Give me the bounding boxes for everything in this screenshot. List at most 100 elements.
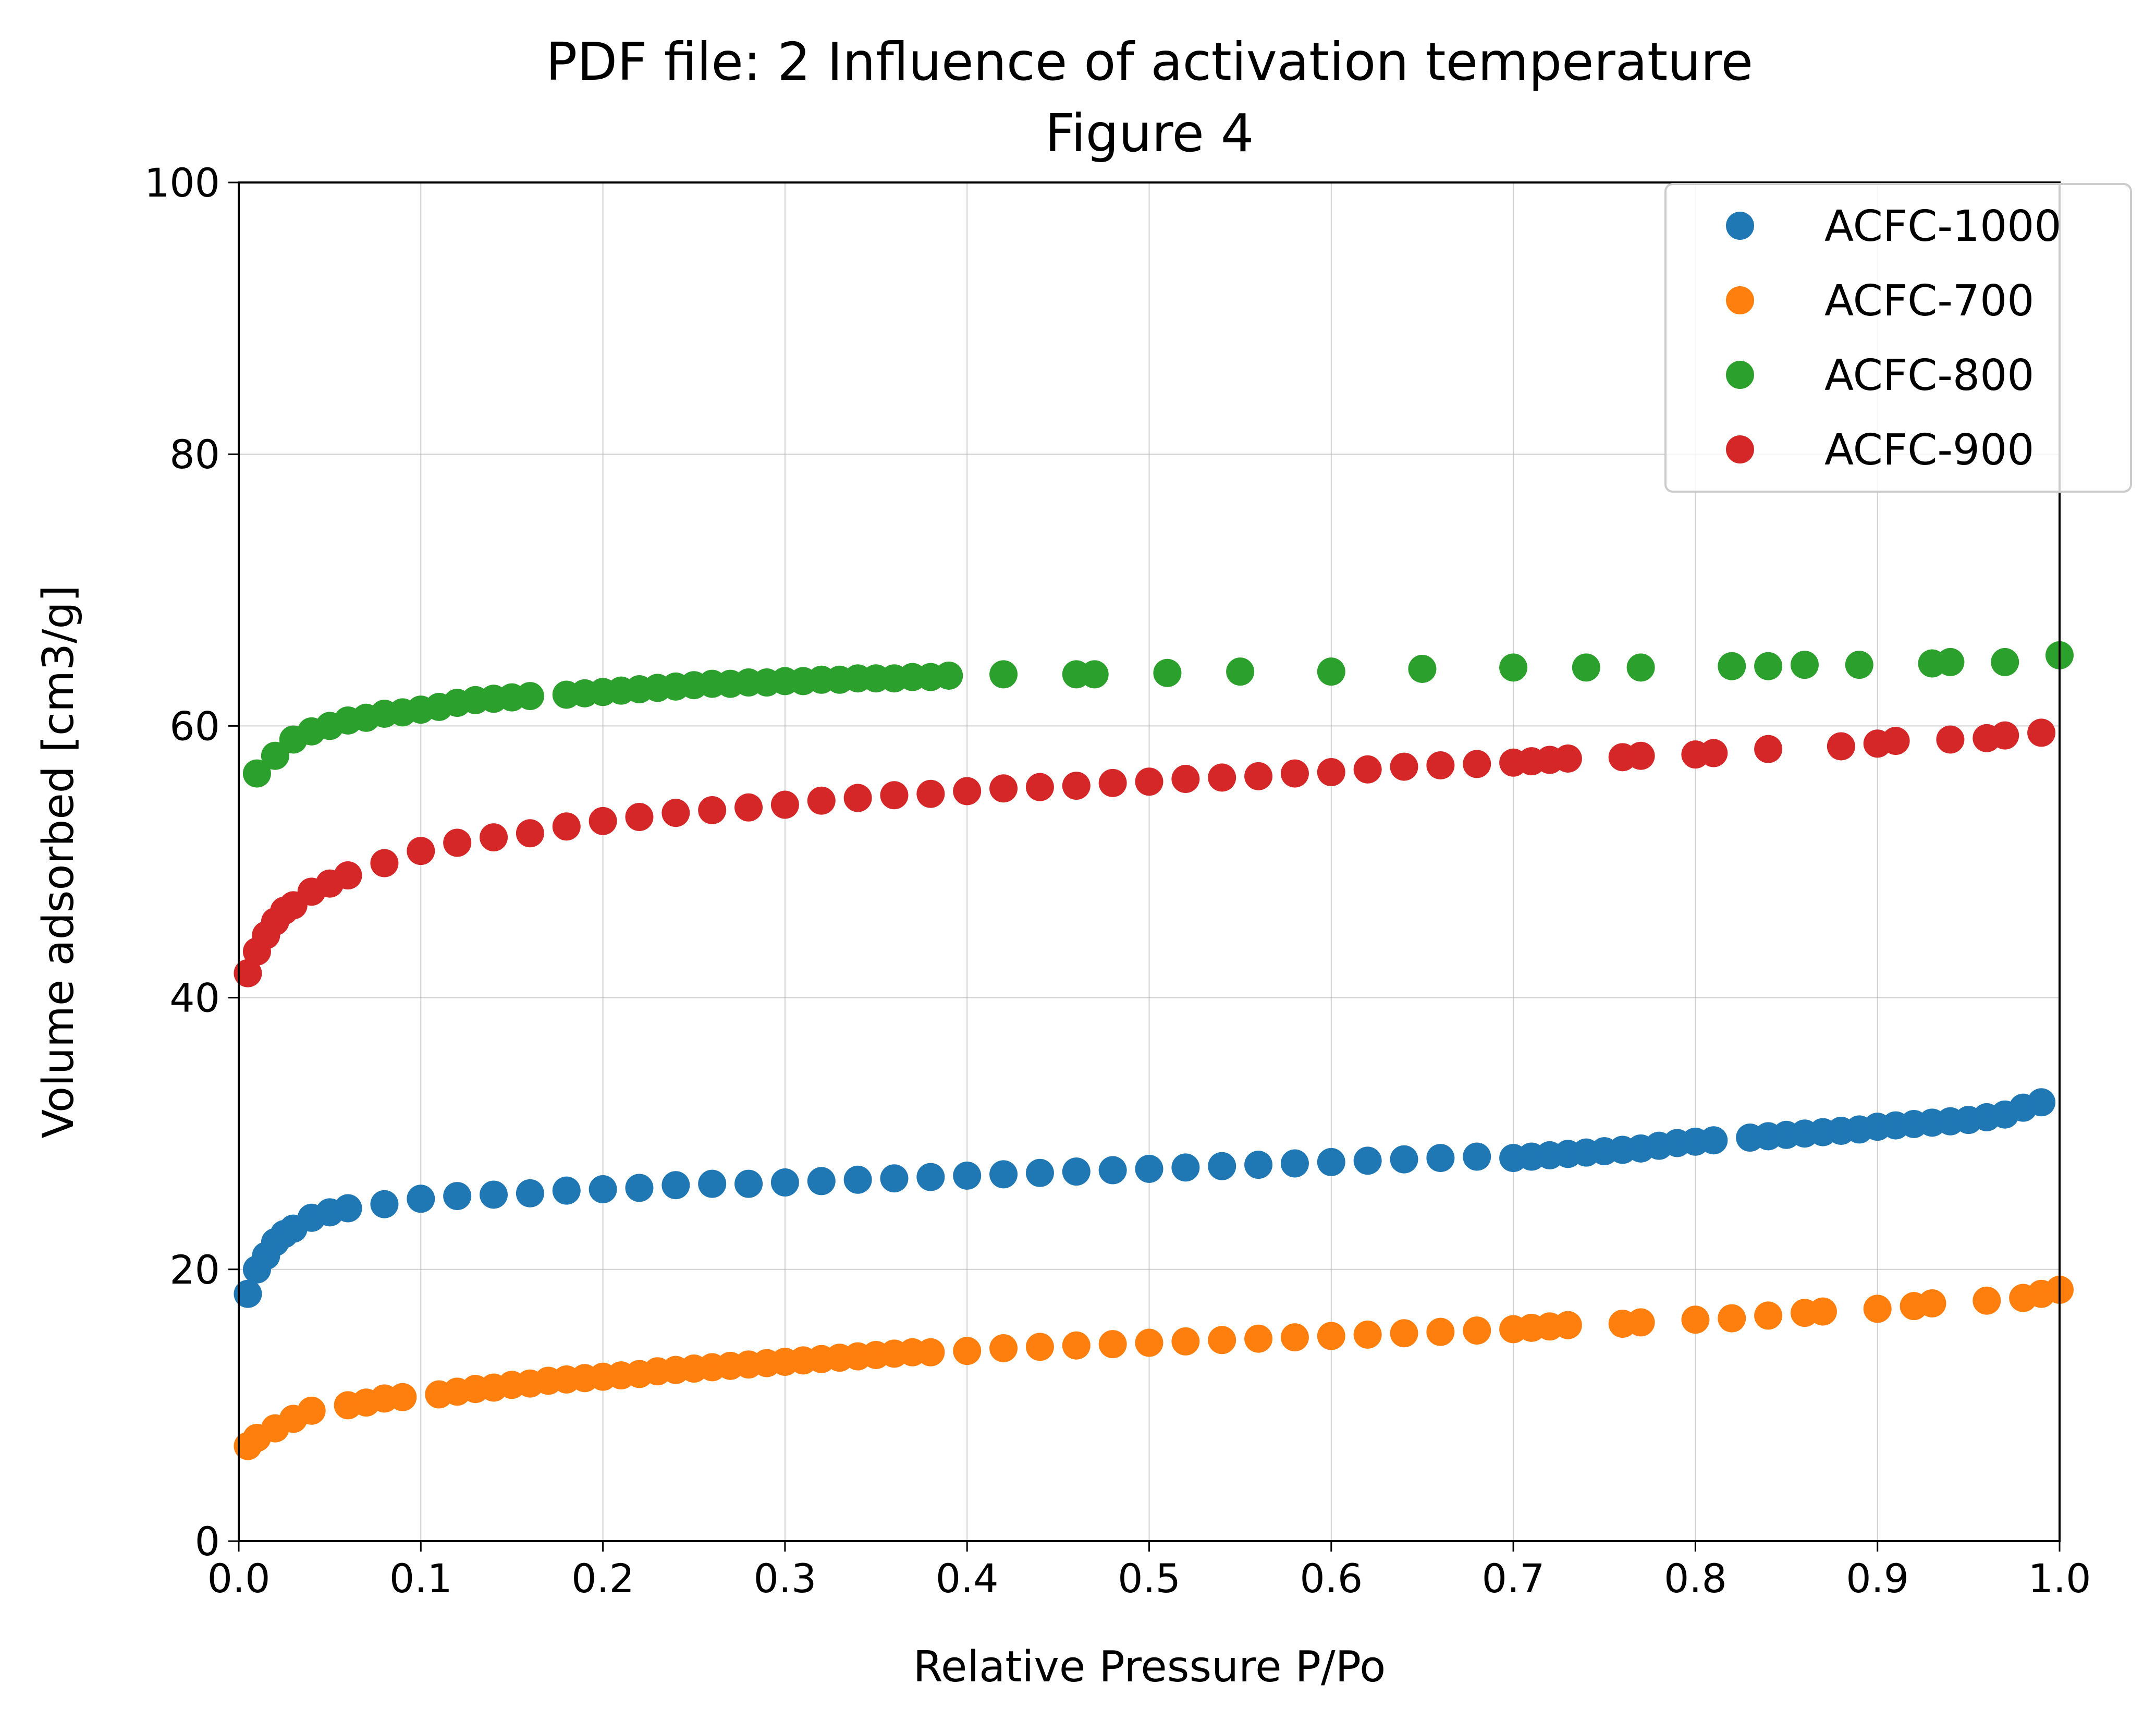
- data-point: [1280, 1323, 1309, 1352]
- data-point: [1244, 762, 1273, 790]
- legend-entries: ACFC-1000 ACFC-700 ACFC-800 ACFC-900: [1726, 202, 2062, 475]
- data-point: [1244, 1151, 1273, 1179]
- plot-frame: [238, 181, 2061, 1542]
- x-tick-label: 0.9: [1846, 1555, 1909, 1602]
- data-point: [1390, 752, 1418, 781]
- data-point: [1463, 1142, 1491, 1171]
- data-point: [662, 1171, 690, 1200]
- y-tick-label: 20: [169, 1247, 220, 1293]
- points-layer: [234, 641, 2074, 1460]
- data-point: [1718, 1304, 1746, 1333]
- data-point: [1135, 1328, 1163, 1357]
- data-point: [2027, 718, 2056, 747]
- data-point: [1208, 1326, 1236, 1354]
- data-point: [1390, 1145, 1418, 1174]
- data-point: [1499, 653, 1528, 682]
- data-point: [407, 1185, 435, 1213]
- data-point: [1863, 1295, 1892, 1323]
- data-point: [1426, 751, 1455, 779]
- x-tick-label: 0.0: [207, 1555, 271, 1602]
- data-point: [989, 1160, 1018, 1189]
- data-point: [334, 1194, 362, 1223]
- data-point: [1208, 763, 1236, 792]
- data-point: [443, 828, 472, 857]
- data-point: [443, 1182, 472, 1211]
- x-tick-label: 0.2: [571, 1555, 634, 1602]
- x-tick-label: 0.1: [389, 1555, 452, 1602]
- data-point: [1025, 773, 1054, 801]
- data-point: [1353, 1146, 1382, 1175]
- series-acfc-800: [242, 641, 2074, 788]
- data-point: [1317, 657, 1345, 686]
- data-point: [1699, 1126, 1728, 1155]
- x-tick-label: 0.5: [1118, 1555, 1181, 1602]
- data-point: [1135, 1154, 1163, 1183]
- legend: ACFC-1000 ACFC-700 ACFC-800 ACFC-900: [1664, 183, 2132, 493]
- data-point: [662, 799, 690, 827]
- data-point: [770, 790, 799, 819]
- data-point: [552, 1176, 581, 1205]
- data-point: [1463, 750, 1491, 778]
- data-point: [843, 1165, 872, 1194]
- data-point: [1845, 651, 1873, 679]
- data-point: [1171, 1327, 1200, 1356]
- tick-layer: 0.0 0.1 0.2 0.3 0.4 0.5 0.6 0.7 0.8 0.9 1.0 0 20 40 60…: [144, 160, 2091, 1602]
- data-point: [297, 1396, 326, 1425]
- data-point: [734, 793, 763, 822]
- data-point: [1936, 648, 1965, 676]
- y-tick-label: 40: [169, 975, 220, 1021]
- x-tick-label: 0.4: [936, 1555, 999, 1602]
- y-tick-label: 80: [169, 431, 220, 478]
- data-point: [1280, 759, 1309, 788]
- data-point: [1718, 652, 1746, 680]
- data-point: [1098, 768, 1127, 797]
- data-point: [953, 1337, 982, 1365]
- data-point: [1244, 1324, 1273, 1353]
- data-point: [1317, 1322, 1345, 1350]
- data-point: [698, 1169, 727, 1198]
- data-point: [1991, 648, 2019, 676]
- data-point: [1098, 1330, 1127, 1359]
- data-point: [480, 1180, 508, 1209]
- data-point: [1098, 1156, 1127, 1185]
- data-point: [234, 1279, 262, 1308]
- data-point: [1062, 1157, 1091, 1186]
- data-point: [1572, 653, 1600, 682]
- data-point: [1226, 657, 1255, 686]
- data-point: [1553, 1311, 1582, 1339]
- data-point: [370, 1190, 399, 1218]
- data-point: [334, 861, 362, 890]
- data-point: [261, 741, 289, 770]
- data-point: [1171, 765, 1200, 794]
- data-point: [1808, 1297, 1837, 1326]
- legend-marker: [1726, 435, 1754, 463]
- data-point: [388, 1383, 417, 1411]
- data-point: [234, 959, 262, 987]
- legend-label: ACFC-700: [1824, 276, 2034, 326]
- legend-label: ACFC-1000: [1824, 202, 2062, 251]
- data-point: [953, 777, 982, 805]
- data-point: [516, 819, 544, 848]
- data-point: [1626, 653, 1655, 682]
- data-point: [953, 1161, 982, 1190]
- data-point: [1025, 1333, 1054, 1361]
- data-point: [1025, 1158, 1054, 1187]
- legend-marker: [1726, 212, 1754, 240]
- data-point: [589, 1175, 617, 1204]
- data-point: [880, 1164, 909, 1193]
- data-point: [1353, 1320, 1382, 1349]
- data-point: [1681, 1305, 1710, 1334]
- data-point: [516, 1179, 544, 1207]
- data-point: [989, 774, 1018, 803]
- data-point: [1280, 1149, 1309, 1178]
- x-tick-label: 0.3: [753, 1555, 816, 1602]
- data-point: [1171, 1153, 1200, 1182]
- data-point: [807, 1167, 836, 1195]
- data-point: [242, 759, 271, 788]
- data-point: [589, 807, 617, 835]
- legend-box: [1664, 183, 2132, 493]
- legend-marker: [1726, 361, 1754, 389]
- data-point: [2027, 1088, 2056, 1117]
- data-point: [1080, 660, 1109, 689]
